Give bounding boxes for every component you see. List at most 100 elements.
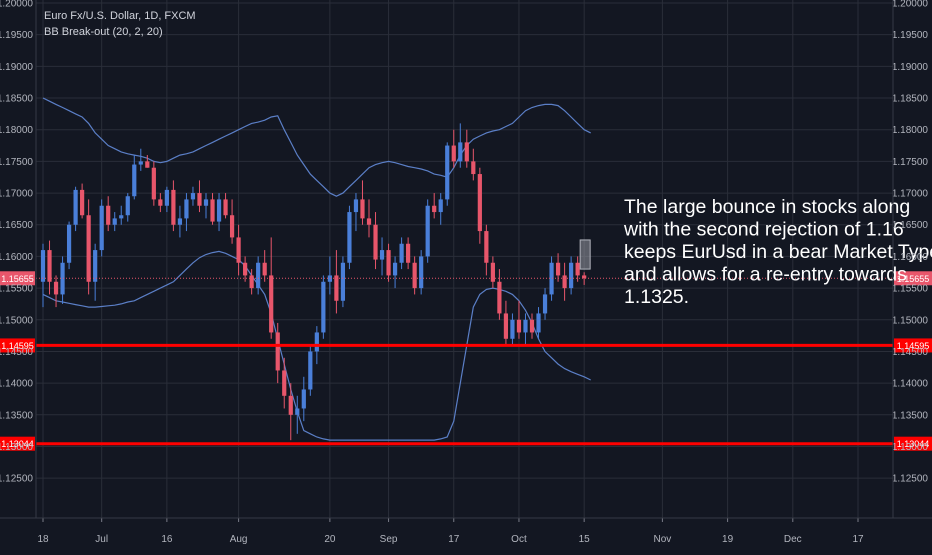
candle-body — [106, 205, 111, 225]
x-tick-label: 17 — [448, 534, 460, 545]
annotation-line: and allows for a re-entry towards — [624, 264, 907, 286]
candle-body — [419, 256, 424, 289]
candle-body — [60, 262, 65, 295]
candle-body — [458, 142, 463, 162]
current-price-left-bg — [0, 271, 35, 286]
candle-body — [145, 161, 150, 168]
candle-body — [66, 224, 72, 263]
candle-body — [288, 395, 293, 415]
candle-body — [262, 262, 267, 276]
candle-body — [321, 281, 326, 333]
y-tick-label-left: 1.15000 — [0, 315, 33, 326]
candle-body — [523, 319, 528, 333]
candle-body — [392, 262, 398, 276]
y-tick-label-right: 1.14500 — [892, 347, 929, 358]
candle-body — [210, 199, 215, 222]
candle-body — [171, 189, 176, 225]
candle-body — [282, 370, 287, 396]
candle-body — [569, 262, 574, 289]
y-tick-label-left: 1.16000 — [0, 252, 33, 263]
candle-body — [112, 218, 117, 225]
candle-body — [562, 275, 567, 289]
candle-body — [229, 215, 235, 238]
candle-body — [406, 243, 411, 263]
level-0-right-label: 1.14595 — [897, 341, 930, 351]
y-tick-label-right: 1.12500 — [892, 474, 929, 485]
candle-body — [490, 262, 495, 282]
candle-body — [125, 196, 130, 216]
x-tick-label: 16 — [161, 534, 173, 545]
x-tick-label: 20 — [324, 534, 336, 545]
candle-body — [510, 319, 515, 339]
y-tick-label-left: 1.17000 — [0, 189, 33, 200]
candle-body — [340, 262, 346, 301]
level-1-left-bg — [0, 436, 35, 451]
candle-body — [275, 332, 280, 371]
candle-body — [379, 250, 385, 260]
candles — [40, 123, 591, 441]
level-1-right-label: 1.13044 — [897, 439, 930, 449]
current-price-left-label: 1.15655 — [1, 274, 34, 284]
x-tick-label: 19 — [722, 534, 734, 545]
y-tick-label-left: 1.18000 — [0, 125, 33, 136]
candle-body — [216, 199, 222, 222]
candle-body — [451, 145, 456, 162]
y-tick-label-right: 1.16000 — [892, 252, 929, 263]
candle-body — [503, 313, 509, 339]
y-tick-label-right: 1.13000 — [892, 442, 929, 453]
y-tick-label-left: 1.13500 — [0, 410, 33, 421]
annotation-line: with the second rejection of 1.16 — [623, 219, 904, 241]
candle-body — [327, 275, 332, 282]
candle-body — [73, 189, 78, 225]
candle-body — [184, 199, 189, 219]
candle-body — [47, 250, 52, 282]
candle-body — [445, 145, 450, 200]
y-tick-label-right: 1.13500 — [892, 410, 929, 421]
candle-body — [477, 174, 482, 232]
candle-body — [366, 218, 372, 225]
candle-body — [484, 231, 489, 263]
candle-body — [575, 262, 580, 276]
candle-body — [432, 205, 437, 213]
candle-body — [53, 281, 59, 295]
candle-body — [314, 332, 319, 352]
candle-body — [295, 408, 300, 415]
x-tick-label: Dec — [784, 534, 802, 545]
candle-body — [93, 250, 98, 282]
x-tick-label: 18 — [37, 534, 49, 545]
candle-body — [529, 319, 535, 333]
y-tick-label-right: 1.16500 — [892, 220, 929, 231]
y-tick-label-right: 1.15000 — [892, 315, 929, 326]
y-tick-label-right: 1.14000 — [892, 379, 929, 390]
candle-body — [555, 262, 561, 276]
x-tick-label: Sep — [380, 534, 398, 545]
y-tick-label-left: 1.17500 — [0, 157, 33, 168]
x-tick-label: 15 — [579, 534, 591, 545]
y-tick-label-right: 1.17000 — [892, 189, 929, 200]
bollinger-bands — [42, 97, 591, 441]
candle-body — [549, 262, 554, 295]
candle-body — [40, 250, 46, 282]
y-tick-label-left: 1.20000 — [0, 0, 33, 10]
candle-body — [203, 199, 209, 206]
candle-body — [425, 205, 430, 257]
candle-body — [386, 250, 391, 276]
candle-body — [582, 275, 587, 279]
candle-body — [516, 319, 522, 333]
y-tick-label-right: 1.15500 — [892, 284, 929, 295]
candle-body — [497, 281, 502, 314]
candle-body — [399, 243, 404, 263]
candle-body — [347, 212, 352, 263]
candle-body — [301, 389, 306, 409]
y-tick-label-left: 1.19500 — [0, 30, 33, 41]
y-tick-label-left: 1.14000 — [0, 379, 33, 390]
y-tick-label-left: 1.19000 — [0, 62, 33, 73]
y-tick-label-left: 1.15500 — [0, 284, 33, 295]
candle-body — [464, 142, 469, 162]
y-tick-label-right: 1.18500 — [892, 94, 929, 105]
x-tick-label: Aug — [230, 534, 248, 545]
candle-body — [99, 205, 104, 251]
